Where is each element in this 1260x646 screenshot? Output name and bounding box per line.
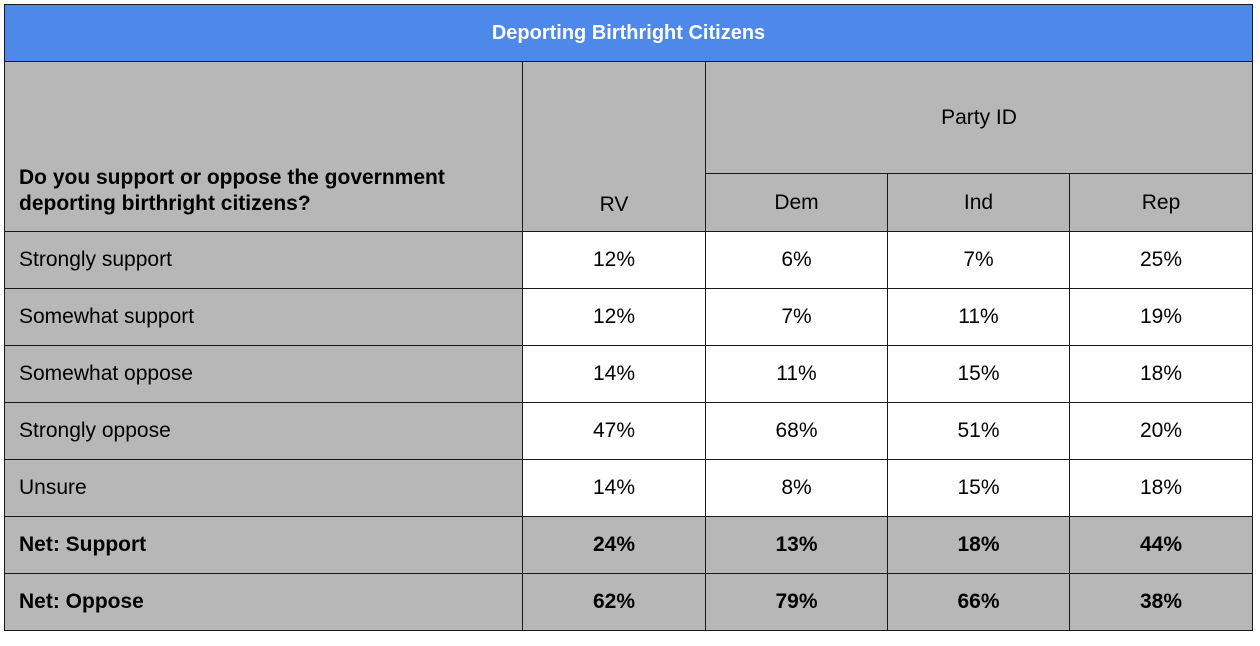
group-header-party-id: Party ID	[704, 61, 1254, 174]
value-cell-ind: 11%	[887, 288, 1070, 346]
value-cell-ind: 15%	[887, 345, 1070, 403]
table-title: Deporting Birthright Citizens	[3, 4, 1254, 62]
row-label: Somewhat oppose	[4, 345, 523, 403]
poll-table: Deporting Birthright Citizens Do you sup…	[3, 4, 1254, 631]
row-label: Somewhat support	[4, 288, 523, 346]
net-row: Net: Support 24% 13% 18% 44%	[4, 516, 1254, 574]
value-cell-ind: 66%	[887, 573, 1070, 631]
value-cell-rep: 18%	[1068, 459, 1254, 517]
value-cell-rv: 12%	[522, 288, 706, 346]
row-label: Net: Oppose	[4, 573, 523, 631]
table-row: Somewhat support 12% 7% 11% 19%	[4, 288, 1254, 346]
table-row: Somewhat oppose 14% 11% 15% 18%	[4, 345, 1254, 403]
question-header: Do you support or oppose the government …	[4, 61, 523, 232]
value-cell-rv: 62%	[522, 573, 706, 631]
value-cell-dem: 79%	[705, 573, 888, 631]
value-cell-ind: 51%	[887, 402, 1070, 460]
value-cell-dem: 13%	[705, 516, 888, 574]
value-cell-dem: 6%	[705, 231, 888, 289]
net-row: Net: Oppose 62% 79% 66% 38%	[4, 573, 1254, 631]
value-cell-dem: 8%	[705, 459, 888, 517]
value-cell-rep: 38%	[1068, 573, 1254, 631]
table-row: Strongly oppose 47% 68% 51% 20%	[4, 402, 1254, 460]
value-cell-dem: 11%	[705, 345, 888, 403]
row-label: Unsure	[4, 459, 523, 517]
value-cell-rv: 14%	[522, 345, 706, 403]
value-cell-rep: 25%	[1068, 231, 1254, 289]
value-cell-rep: 19%	[1068, 288, 1254, 346]
value-cell-rv: 24%	[522, 516, 706, 574]
value-cell-rv: 47%	[522, 402, 706, 460]
value-cell-rv: 14%	[522, 459, 706, 517]
value-cell-ind: 18%	[887, 516, 1070, 574]
value-cell-ind: 15%	[887, 459, 1070, 517]
column-header-rv: RV	[522, 61, 706, 232]
column-header-rep: Rep	[1068, 173, 1254, 232]
value-cell-ind: 7%	[887, 231, 1070, 289]
table-row: Unsure 14% 8% 15% 18%	[4, 459, 1254, 517]
row-label: Net: Support	[4, 516, 523, 574]
value-cell-rv: 12%	[522, 231, 706, 289]
row-label: Strongly support	[4, 231, 523, 289]
value-cell-rep: 20%	[1068, 402, 1254, 460]
column-header-dem: Dem	[705, 173, 888, 232]
value-cell-rep: 44%	[1068, 516, 1254, 574]
row-label: Strongly oppose	[4, 402, 523, 460]
column-header-ind: Ind	[887, 173, 1070, 232]
table-body: Strongly support 12% 6% 7% 25% Somewhat suppo…	[4, 231, 1254, 631]
value-cell-dem: 7%	[705, 288, 888, 346]
value-cell-dem: 68%	[705, 402, 888, 460]
table-row: Strongly support 12% 6% 7% 25%	[4, 231, 1254, 289]
value-cell-rep: 18%	[1068, 345, 1254, 403]
